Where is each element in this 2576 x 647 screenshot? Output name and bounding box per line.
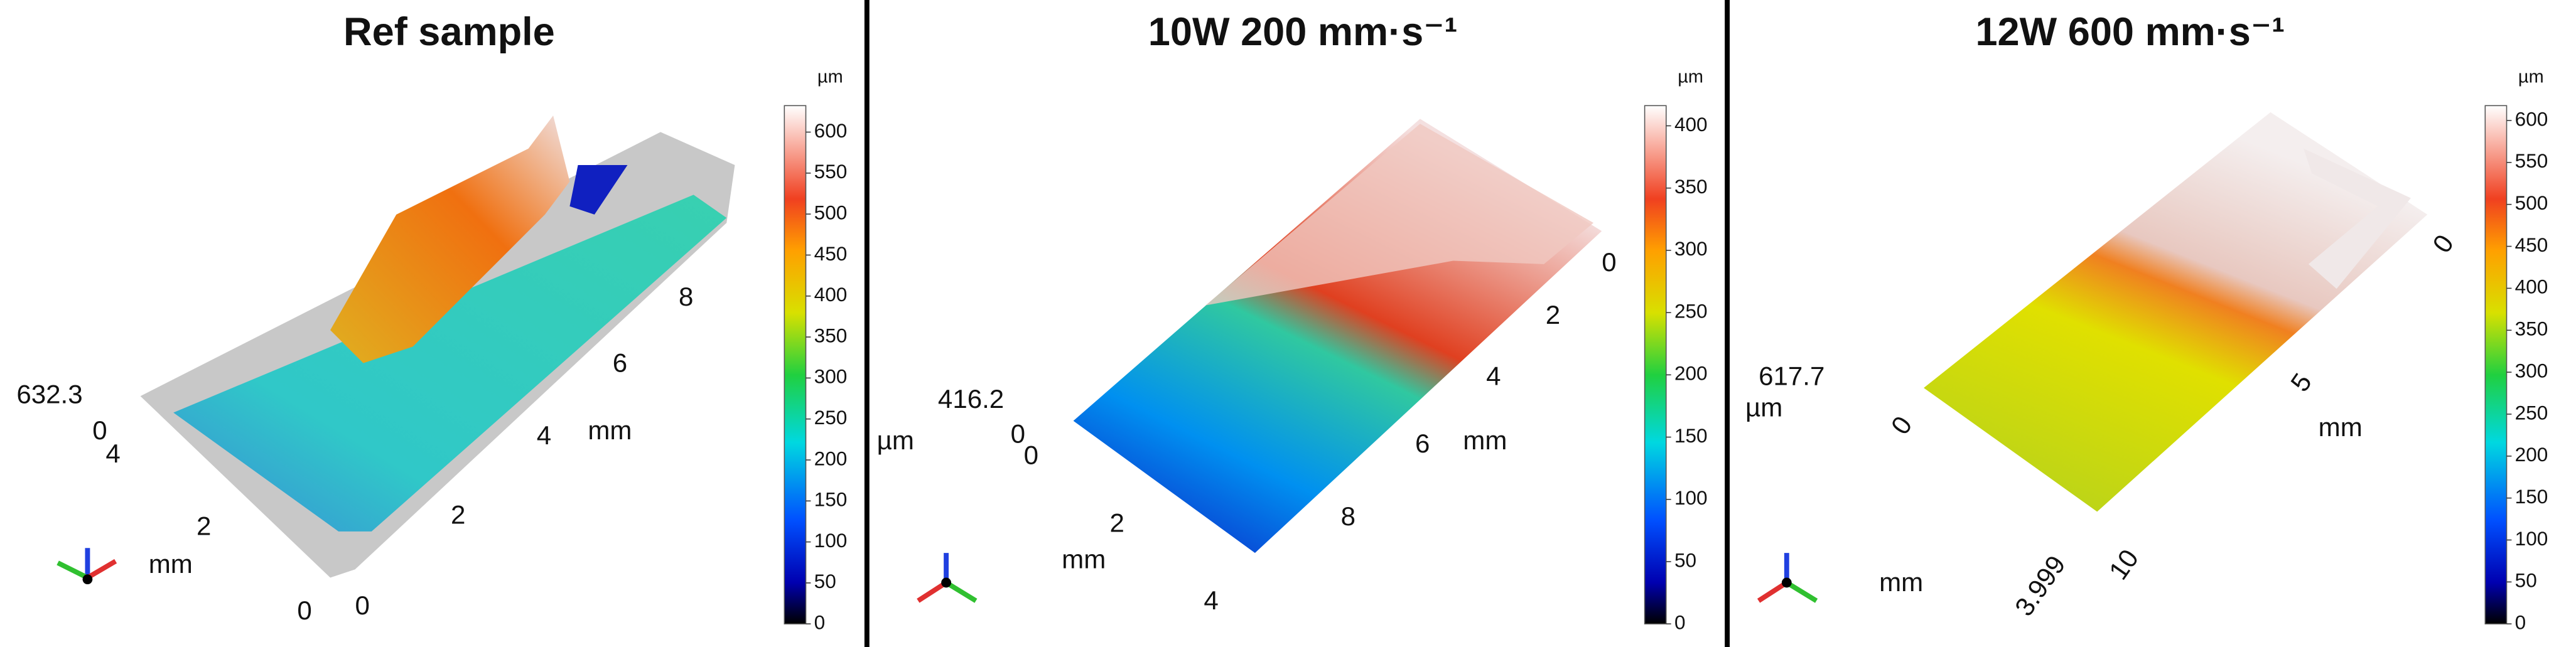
- axis-label: 0: [297, 596, 311, 625]
- axis-label: 6: [613, 348, 627, 377]
- tick-label: 150: [2515, 485, 2548, 508]
- panel-title: 10W 200 mm·s⁻¹: [1148, 10, 1458, 54]
- axis-label: 0: [1011, 419, 1025, 448]
- tick-label: 300: [814, 365, 848, 388]
- axis-label: 4: [537, 420, 551, 450]
- axis-label: 4: [1486, 361, 1501, 390]
- axis-label: 8: [1341, 501, 1355, 531]
- tick-label: 450: [2515, 233, 2548, 256]
- axis-triad: [57, 548, 1818, 603]
- axis-label: µm: [1745, 392, 1782, 422]
- tick-label: 500: [2515, 191, 2548, 214]
- tick-label: 400: [2515, 275, 2548, 298]
- height-label: 617.7: [1759, 361, 1824, 390]
- tick-label: 500: [814, 201, 848, 223]
- tick-label: 350: [1674, 175, 1708, 198]
- axis-labels: µm 0 0 2 mm 4 8 6 mm 4 2 0: [877, 247, 1617, 615]
- tick-label: 400: [814, 283, 848, 306]
- tick-label: 200: [2515, 443, 2548, 466]
- tick-label: 250: [2515, 401, 2548, 424]
- tick-label: 150: [1674, 424, 1708, 447]
- tick-label: 150: [814, 488, 848, 511]
- surface-plot: [1073, 119, 1602, 553]
- height-label: 416.2: [938, 384, 1004, 414]
- tick-label: 50: [2515, 569, 2537, 592]
- surface-plot: [1924, 112, 2428, 512]
- axis-label: 3.999: [2009, 550, 2071, 621]
- tick-label: 100: [2515, 527, 2548, 550]
- tick-label: 50: [1674, 548, 1696, 571]
- tick-label: 200: [814, 447, 848, 469]
- axis-label: µm: [877, 425, 914, 455]
- tick-label: 250: [814, 406, 848, 429]
- axis-label: 6: [1415, 429, 1430, 458]
- tick-label: 450: [814, 242, 848, 265]
- axis-label: 4: [1204, 586, 1218, 615]
- tick-label: 0: [814, 611, 826, 634]
- tick-label: 50: [814, 570, 836, 592]
- surface-plot: [140, 115, 735, 578]
- colorbar: [2484, 105, 2508, 624]
- axis-label: mm: [1062, 544, 1106, 574]
- tick-label: 300: [1674, 237, 1708, 260]
- tick-label: 600: [814, 119, 848, 142]
- tick-label: 100: [814, 529, 848, 552]
- axis-label: mm: [1463, 425, 1507, 455]
- axis-label: mm: [149, 549, 193, 579]
- colorbar-unit: µm: [2518, 67, 2544, 87]
- axis-label: mm: [1879, 567, 1923, 597]
- axis-label: 0: [355, 591, 369, 620]
- colorbar-unit: µm: [1678, 67, 1703, 87]
- tick-label: 100: [1674, 486, 1708, 509]
- axis-label: 8: [679, 282, 693, 311]
- axis-label: mm: [2319, 412, 2363, 442]
- axis-label: 0: [1024, 441, 1038, 470]
- panel-title: Ref sample: [343, 10, 555, 54]
- colorbar: [1644, 105, 1667, 624]
- axis-label: 0: [92, 415, 107, 445]
- tick-label: 600: [2515, 107, 2548, 130]
- axis-labels: 0 4 mm 2 0 0 2 4 mm 6 8: [92, 282, 693, 625]
- axis-label: 5: [2285, 368, 2317, 397]
- axis-label: 10: [2103, 544, 2144, 585]
- axis-label: 2: [197, 511, 211, 541]
- tick-label: 250: [1674, 299, 1708, 322]
- tick-label: 350: [814, 324, 848, 346]
- axis-label: 2: [1546, 300, 1560, 329]
- axis-label: 0: [2427, 229, 2459, 258]
- axis-label: 0: [1885, 410, 1918, 439]
- tick-label: 300: [2515, 359, 2548, 382]
- axis-label: mm: [588, 415, 632, 445]
- axis-label: 0: [1602, 247, 1616, 277]
- tick-label: 0: [2515, 611, 2526, 634]
- axis-label: 2: [451, 500, 465, 529]
- panel-title: 12W 600 mm·s⁻¹: [1975, 10, 2285, 54]
- colorbar-unit: µm: [817, 67, 843, 87]
- colorbar: [784, 105, 807, 624]
- height-label: 632.3: [16, 379, 82, 409]
- tick-label: 0: [1674, 611, 1686, 634]
- tick-label: 200: [1674, 362, 1708, 385]
- axis-label: 2: [1109, 508, 1124, 537]
- tick-label: 400: [1674, 113, 1708, 136]
- axis-label: 4: [105, 439, 120, 468]
- tick-label: 550: [2515, 149, 2548, 172]
- tick-label: 350: [2515, 318, 2548, 340]
- tick-label: 550: [814, 160, 848, 183]
